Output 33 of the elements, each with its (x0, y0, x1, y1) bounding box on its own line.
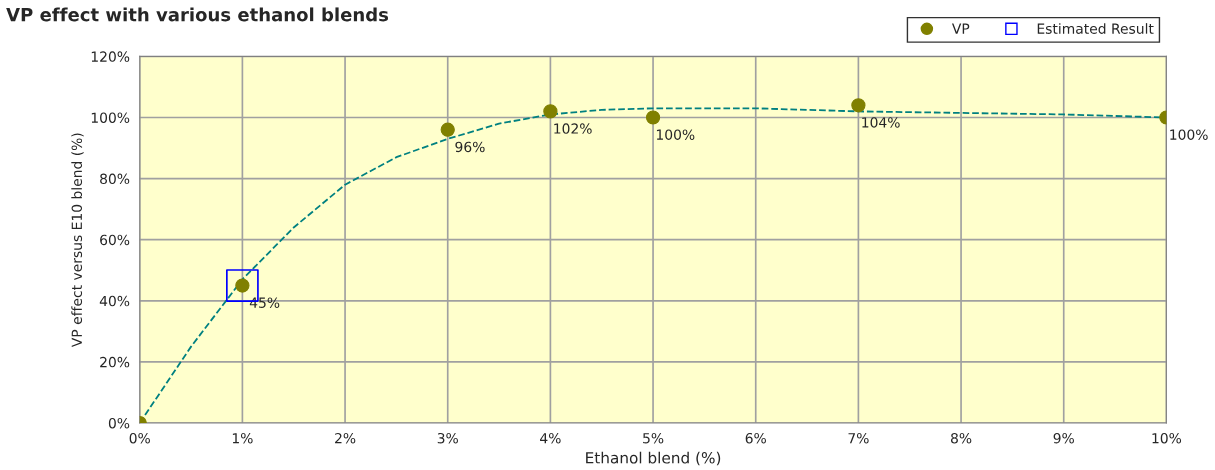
x-tick-label: 10% (1152, 432, 1182, 444)
x-tick-label: 1% (232, 432, 253, 444)
y-axis-title: VP effect versus E10 blend (%) (71, 133, 84, 348)
x-axis-title: Ethanol blend (%) (586, 451, 721, 466)
x-tick-label: 8% (950, 432, 972, 444)
x-tick-label: 3% (437, 432, 458, 444)
legend-label: Estimated Result (1037, 23, 1154, 34)
x-tick-label: 4% (540, 432, 561, 444)
chart-title: VP effect with various ethanol blends (6, 7, 389, 22)
x-tick-label: 9% (1053, 432, 1074, 444)
x-tick-label: 0% (129, 432, 150, 444)
data-label: 45% (249, 297, 280, 308)
legend-label: VP (951, 23, 970, 34)
data-label: 102% (554, 123, 592, 134)
y-tick-label: 40% (99, 295, 130, 307)
x-tick-label: 5% (643, 432, 664, 444)
data-label: 100% (656, 129, 695, 140)
y-tick-label: 120% (91, 51, 130, 62)
point (645, 110, 661, 125)
data-label: 100% (1170, 129, 1208, 140)
x-tick-label: 2% (335, 432, 356, 444)
y-tick-label: 100% (91, 112, 130, 123)
point (851, 98, 866, 113)
y-tick-label: 60% (100, 234, 130, 246)
x-tick-label: 6% (745, 432, 766, 444)
y-tick-label: 80% (100, 173, 130, 185)
x-tick-label: 7% (848, 432, 869, 444)
data-label: 104% (862, 117, 900, 128)
data-label: 96% (455, 141, 485, 153)
y-tick-label: 0% (108, 417, 130, 429)
point (440, 122, 455, 137)
y-tick-label: 20% (100, 356, 130, 368)
point (543, 104, 558, 119)
